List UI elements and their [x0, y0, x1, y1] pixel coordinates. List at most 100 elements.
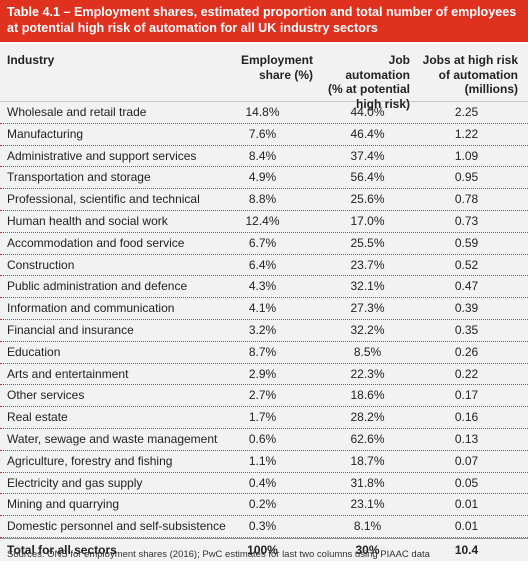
- employment-cell: 8.4%: [248, 148, 277, 163]
- table-row: Human health and social work 12.4% 17.0% 0.…: [0, 211, 528, 233]
- employment-cell: 8.8%: [248, 192, 277, 207]
- header-industry: Industry: [7, 53, 55, 67]
- table-row: Agriculture, forestry and fishing 1.1% 18.…: [0, 451, 528, 473]
- automation-cell: 18.7%: [350, 453, 385, 468]
- industry-cell: Human health and social work: [7, 213, 168, 228]
- table-row: Financial and insurance 3.2% 32.2% 0.35: [0, 320, 528, 342]
- employment-cell: 6.7%: [248, 235, 277, 250]
- automation-cell: 25.5%: [350, 235, 385, 250]
- table-row: Education 8.7% 8.5% 0.26: [0, 342, 528, 364]
- table-body: Wholesale and retail trade 14.8% 44.0% 2.25…: [0, 102, 528, 538]
- employment-cell: 0.6%: [248, 431, 277, 446]
- table-row: Electricity and gas supply 0.4% 31.8% 0.05: [0, 473, 528, 495]
- total-label: Total for all sectors: [7, 542, 117, 557]
- table-row: Arts and entertainment 2.9% 22.3% 0.22: [0, 364, 528, 386]
- employment-cell: 6.4%: [248, 257, 277, 272]
- automation-cell: 8.1%: [353, 519, 382, 534]
- industry-cell: Construction: [7, 257, 75, 272]
- header-job-automation: Job automation (% at potential high risk…: [327, 53, 410, 111]
- table-row: Transportation and storage 4.9% 56.4% 0.95: [0, 167, 528, 190]
- industry-cell: Manufacturing: [7, 126, 84, 141]
- automation-cell: 27.3%: [350, 301, 385, 316]
- industry-cell: Financial and insurance: [7, 322, 134, 337]
- industry-cell: Agriculture, forestry and fishing: [7, 453, 173, 468]
- industry-cell: Transportation and storage: [7, 170, 151, 185]
- automation-cell: 62.6%: [350, 431, 385, 446]
- table-row: Information and communication 4.1% 27.3% 0.…: [0, 298, 528, 320]
- automation-cell: 37.4%: [350, 148, 385, 163]
- table-row: Water, sewage and waste management 0.6% 62…: [0, 429, 528, 451]
- jobs-cell: 1.09: [454, 148, 479, 163]
- table-row: Administrative and support services 8.4% 3…: [0, 146, 528, 168]
- table-row: Domestic personnel and self-subsistence 0…: [0, 516, 528, 538]
- employment-cell: 1.1%: [248, 453, 277, 468]
- automation-cell: 46.4%: [350, 126, 385, 141]
- industry-cell: Professional, scientific and technical: [7, 192, 200, 207]
- header-jobs-at-risk: Jobs at high risk of automation (million…: [422, 53, 518, 96]
- employment-cell: 4.3%: [248, 279, 277, 294]
- automation-cell: 22.3%: [350, 366, 385, 381]
- total-automation: 30%: [355, 542, 380, 557]
- employment-cell: 7.6%: [248, 126, 277, 141]
- data-table: Industry Employment share (%) Job automa…: [0, 44, 528, 561]
- table-row: Professional, scientific and technical 8.…: [0, 189, 528, 211]
- header-employment-share: Employment share (%): [240, 53, 313, 82]
- automation-cell: 18.6%: [350, 388, 385, 403]
- jobs-cell: 0.13: [454, 431, 479, 446]
- industry-cell: Electricity and gas supply: [7, 475, 143, 490]
- table-row: Manufacturing 7.6% 46.4% 1.22: [0, 124, 528, 146]
- table-row: Accommodation and food service 6.7% 25.5% 0…: [0, 233, 528, 255]
- automation-cell: 23.7%: [350, 257, 385, 272]
- automation-cell: 32.1%: [350, 279, 385, 294]
- jobs-cell: 1.22: [454, 126, 479, 141]
- jobs-cell: 0.05: [454, 475, 479, 490]
- jobs-cell: 0.16: [454, 410, 479, 425]
- automation-cell: 32.2%: [350, 322, 385, 337]
- employment-cell: 8.7%: [248, 344, 277, 359]
- table-row: Real estate 1.7% 28.2% 0.16: [0, 407, 528, 429]
- jobs-cell: 2.25: [454, 105, 479, 119]
- industry-cell: Education: [7, 344, 61, 359]
- employment-cell: 2.9%: [248, 366, 277, 381]
- total-row: Total for all sectors 100% 30% 10.4: [0, 537, 528, 561]
- jobs-cell: 0.78: [454, 192, 479, 207]
- source-note: Sources: ONS for employment shares (2016…: [7, 549, 430, 560]
- jobs-cell: 0.39: [454, 301, 479, 316]
- employment-cell: 0.4%: [248, 475, 277, 490]
- automation-cell: 25.6%: [350, 192, 385, 207]
- jobs-cell: 0.73: [454, 213, 479, 228]
- industry-cell: Arts and entertainment: [7, 366, 129, 381]
- industry-cell: Administrative and support services: [7, 148, 197, 163]
- jobs-cell: 0.52: [454, 257, 479, 272]
- employment-cell: 12.4%: [245, 213, 280, 228]
- jobs-cell: 0.35: [454, 322, 479, 337]
- employment-cell: 1.7%: [248, 410, 277, 425]
- industry-cell: Public administration and defence: [7, 279, 188, 294]
- employment-cell: 0.2%: [248, 497, 277, 512]
- table-row: Other services 2.7% 18.6% 0.17: [0, 385, 528, 408]
- automation-cell: 44.0%: [350, 105, 385, 119]
- automation-cell: 17.0%: [350, 213, 385, 228]
- jobs-cell: 0.26: [454, 344, 479, 359]
- table-row: Wholesale and retail trade 14.8% 44.0% 2.25: [0, 102, 528, 124]
- employment-cell: 4.9%: [248, 170, 277, 185]
- automation-cell: 8.5%: [353, 344, 382, 359]
- jobs-cell: 0.22: [454, 366, 479, 381]
- table-row: Mining and quarrying 0.2% 23.1% 0.01: [0, 494, 528, 517]
- jobs-cell: 0.47: [454, 279, 479, 294]
- jobs-cell: 0.01: [454, 497, 479, 512]
- employment-cell: 3.2%: [248, 322, 277, 337]
- industry-cell: Information and communication: [7, 301, 175, 316]
- table-row: Construction 6.4% 23.7% 0.52: [0, 255, 528, 277]
- table-title: Table 4.1 – Employment shares, estimated…: [0, 0, 528, 42]
- jobs-cell: 0.59: [454, 235, 479, 250]
- industry-cell: Accommodation and food service: [7, 235, 185, 250]
- industry-cell: Domestic personnel and self-subsistence: [7, 519, 226, 534]
- jobs-cell: 0.07: [454, 453, 479, 468]
- total-jobs: 10.4: [454, 542, 479, 557]
- table-row: Public administration and defence 4.3% 32.…: [0, 276, 528, 299]
- employment-cell: 4.1%: [248, 301, 277, 316]
- total-employment: 100%: [247, 542, 278, 557]
- industry-cell: Water, sewage and waste management: [7, 431, 218, 446]
